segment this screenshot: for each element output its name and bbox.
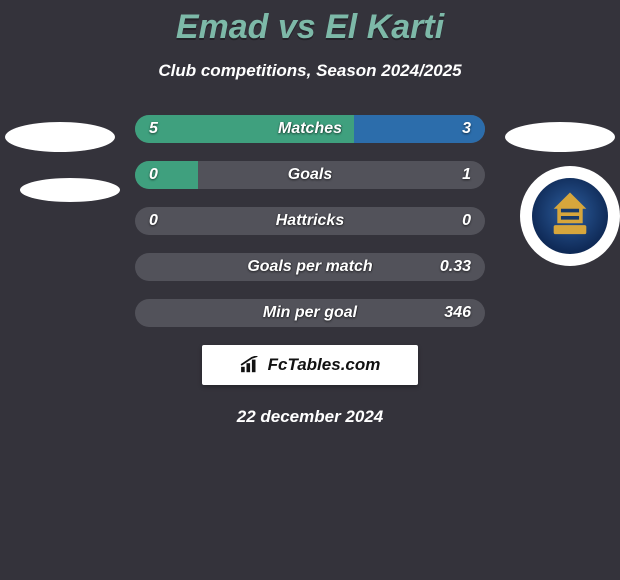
stat-row: 0Hattricks0 [135,207,485,235]
stat-row: 5Matches3 [135,115,485,143]
stat-row: Min per goal346 [135,299,485,327]
stat-row: Goals per match0.33 [135,253,485,281]
barchart-icon [240,356,262,374]
brand-box[interactable]: FcTables.com [202,345,418,385]
brand-text: FcTables.com [268,355,381,375]
club-crest [520,166,620,266]
player-left-emblem-1 [5,122,115,152]
stat-value-right: 346 [444,299,471,327]
stat-label: Goals per match [135,253,485,281]
stat-row: 0Goals1 [135,161,485,189]
stat-value-right: 3 [462,115,471,143]
stat-label: Goals [135,161,485,189]
date-line: 22 december 2024 [0,407,620,427]
pharaoh-icon [541,187,599,245]
player-left-emblem-2 [20,178,120,202]
stat-label: Matches [135,115,485,143]
stat-label: Hattricks [135,207,485,235]
subtitle: Club competitions, Season 2024/2025 [0,61,620,81]
player-right-emblem-1 [505,122,615,152]
crest-inner [532,178,608,254]
stat-value-right: 0 [462,207,471,235]
stat-label: Min per goal [135,299,485,327]
stat-value-right: 1 [462,161,471,189]
page-title: Emad vs El Karti [0,0,620,47]
stat-value-right: 0.33 [440,253,471,281]
